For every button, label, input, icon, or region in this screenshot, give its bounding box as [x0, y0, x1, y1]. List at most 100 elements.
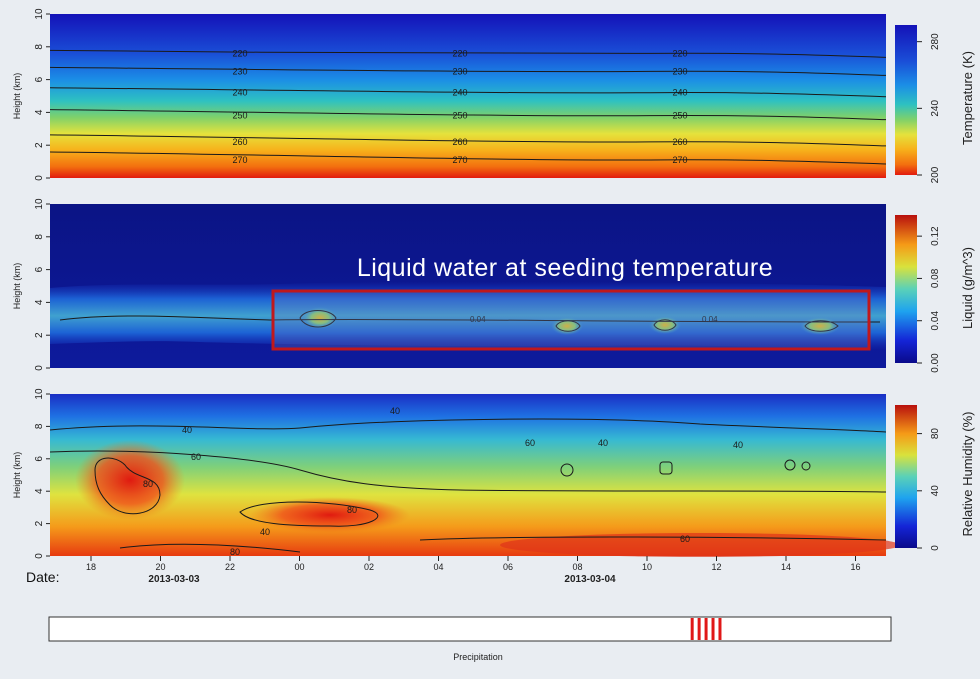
temperature-contour-label: 220: [452, 48, 467, 58]
humidity-contour-label: 60: [525, 438, 535, 448]
x-tick-label: 16: [850, 562, 860, 572]
x-tick-label: 18: [86, 562, 96, 572]
y-tick-label: 2: [34, 142, 45, 148]
y-tick-label: 6: [34, 266, 45, 272]
temperature-contour-label: 230: [452, 66, 467, 76]
y-tick-label: 0: [34, 175, 45, 181]
y-tick-label: 4: [34, 488, 45, 494]
colorbar-tick-label: 280: [930, 33, 941, 50]
temperature-contour-label: 220: [232, 48, 247, 58]
temperature-colorbar-ticks: 200 240 280: [917, 33, 941, 183]
temperature-contours: 220 220 220 230 230 230 240 240 240 250 250 250 260 2…: [49, 48, 887, 165]
precipitation-marks: [690, 618, 722, 640]
liquid-core: [649, 316, 681, 334]
y-tick-label: 10: [34, 8, 45, 20]
liquid-contour: [653, 319, 677, 331]
humidity-contour-label: 80: [347, 505, 357, 515]
humidity-panel: 40 60 80 40 40 60 80 40 40 60 80 0 2 4 6 8 10 0 40 80: [34, 388, 941, 559]
x-tick-label: 22: [225, 562, 235, 572]
liquid-layer: 0.04 0.04: [50, 281, 886, 350]
liquid-contour-label: 0.04: [702, 315, 718, 324]
humidity-contour-label: 40: [260, 527, 270, 537]
humidity-contour-label: 60: [191, 452, 201, 462]
colorbar-tick-label: 0.04: [930, 311, 941, 331]
liquid-y-label: Height (km): [12, 263, 22, 310]
time-axis: 18 20 22 00 02 04 06 08 10 12 14 16: [86, 556, 861, 572]
date-tick-label: 2013-03-03: [148, 574, 200, 585]
humidity-colorbar: [895, 405, 917, 548]
date-label: Date:: [26, 569, 59, 585]
temperature-contour-label: 270: [232, 155, 247, 165]
liquid-cloud-layer: [50, 281, 886, 350]
x-tick-label: 14: [781, 562, 791, 572]
temperature-contour-label: 270: [452, 155, 467, 165]
humidity-contour: [119, 543, 301, 553]
x-tick-label: 00: [294, 562, 304, 572]
y-tick-label: 8: [34, 423, 45, 429]
humidity-contour: [419, 536, 887, 541]
temperature-contour-label: 250: [452, 111, 467, 121]
humidity-colorbar-label: Relative Humidity (%): [960, 412, 975, 537]
temperature-contour-label: 260: [672, 137, 687, 147]
x-tick-label: 06: [503, 562, 513, 572]
temperature-contour-line: [49, 151, 887, 165]
temperature-contour-line: [49, 66, 887, 76]
colorbar-tick-label: 0.12: [930, 226, 941, 246]
highlight-box: [271, 289, 871, 351]
humidity-contour-label: 40: [182, 425, 192, 435]
y-tick-label: 4: [34, 109, 45, 115]
temperature-contour-label: 240: [672, 88, 687, 98]
liquid-colorbar-ticks: 0.00 0.04 0.08 0.12: [917, 226, 941, 373]
humidity-y-axis: 0 2 4 6 8 10: [34, 388, 50, 559]
precipitation-mark: [711, 618, 715, 640]
y-tick-label: 0: [34, 553, 45, 559]
liquid-contour-label: 0.04: [470, 315, 486, 324]
x-tick-label: 20: [155, 562, 165, 572]
precipitation-mark: [718, 618, 722, 640]
liquid-colorbar: [895, 215, 917, 363]
liquid-colorbar-label: Liquid (g/m^3): [960, 247, 975, 329]
liquid-contour: [299, 310, 337, 328]
colorbar-tick-label: 0: [930, 545, 941, 551]
precipitation-mark: [704, 618, 708, 640]
liquid-contour: [555, 320, 581, 332]
humidity-contour: [801, 461, 811, 471]
humidity-contour: [659, 461, 673, 475]
humidity-contour-label: 40: [733, 440, 743, 450]
humidity-high-region: [250, 497, 410, 533]
humidity-contour-label: 40: [390, 406, 400, 416]
temperature-contour-label: 250: [672, 111, 687, 121]
temperature-contour-label: 240: [232, 88, 247, 98]
temperature-contour-label: 260: [452, 137, 467, 147]
liquid-y-axis: 0 2 4 6 8 10: [34, 198, 50, 371]
humidity-high-region: [75, 440, 185, 520]
colorbar-tick-label: 200: [930, 166, 941, 183]
humidity-contour: [94, 457, 161, 515]
x-tick-label: 04: [433, 562, 443, 572]
temperature-contour-line: [49, 87, 887, 98]
humidity-contour-label: 80: [143, 479, 153, 489]
y-tick-label: 8: [34, 234, 45, 240]
temperature-y-axis: 0 2 4 6 8 10: [34, 8, 50, 181]
temperature-colorbar: [895, 25, 917, 175]
temperature-contour-label: 220: [672, 48, 687, 58]
humidity-contour: [49, 450, 887, 493]
temperature-contour-label: 240: [452, 88, 467, 98]
x-tick-label: 02: [364, 562, 374, 572]
y-tick-label: 2: [34, 520, 45, 526]
colorbar-tick-label: 40: [930, 485, 941, 497]
humidity-contour-labels: 40 60 80 40 40 60 80 40 40 60 80: [143, 406, 743, 557]
humidity-heatmap: [50, 394, 886, 556]
temperature-contour-label: 270: [672, 155, 687, 165]
humidity-high-region: [500, 533, 900, 557]
humidity-contour-label: 40: [598, 438, 608, 448]
colorbar-tick-label: 240: [930, 100, 941, 117]
humidity-contour-label: 60: [680, 534, 690, 544]
y-tick-label: 10: [34, 388, 45, 400]
precipitation-strip: Precipitation: [48, 616, 892, 662]
y-tick-label: 8: [34, 44, 45, 50]
x-tick-label: 08: [572, 562, 582, 572]
humidity-y-label: Height (km): [12, 452, 22, 499]
